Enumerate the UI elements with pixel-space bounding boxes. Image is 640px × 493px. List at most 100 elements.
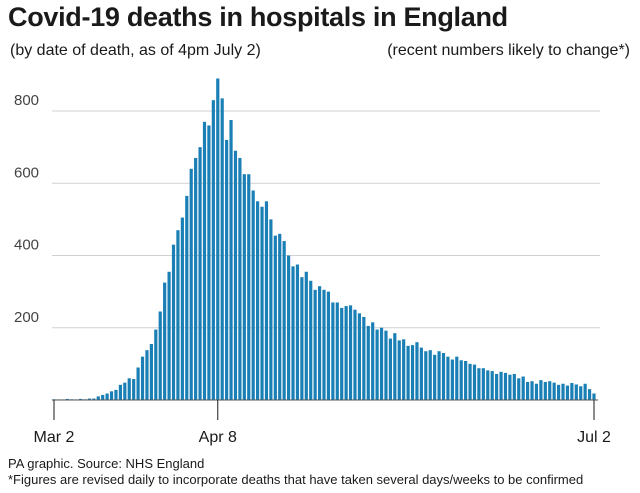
revision-note: (recent numbers likely to change*) [387, 42, 630, 59]
bar [313, 289, 317, 400]
y-tick-label: 400 [14, 237, 39, 254]
bar [304, 271, 308, 400]
bar [424, 351, 428, 400]
bar [287, 255, 291, 400]
bar [78, 398, 83, 400]
bar [167, 271, 171, 400]
bar [388, 338, 392, 400]
bar [437, 351, 441, 400]
bar [207, 125, 211, 400]
bar [260, 206, 264, 400]
bar [503, 372, 508, 400]
bar [570, 383, 574, 400]
bar [251, 190, 255, 400]
bar [180, 217, 184, 400]
bar [242, 174, 246, 400]
bar [109, 391, 114, 400]
y-axis-ticks: 200 400 600 800 [14, 92, 39, 326]
bar [238, 157, 242, 400]
bar [92, 398, 96, 401]
bar [176, 230, 180, 400]
x-axis-ticks: Mar 2 Apr 8 Jul 2 [34, 400, 611, 446]
bar [101, 394, 105, 400]
bar [557, 384, 561, 400]
bar [220, 98, 224, 401]
bar [574, 384, 578, 400]
bar [282, 241, 286, 400]
bar [459, 360, 463, 400]
bar [362, 316, 366, 400]
bar [247, 174, 251, 400]
bar [441, 353, 446, 400]
bar [419, 347, 423, 400]
bar [583, 383, 587, 400]
bar [256, 201, 260, 400]
bar [472, 364, 477, 400]
bar [154, 329, 158, 400]
bar [202, 121, 207, 400]
bar [592, 393, 596, 400]
source-credit: PA graphic. Source: NHS England [8, 456, 205, 471]
bar [317, 286, 322, 400]
bar [565, 385, 570, 400]
bar [114, 389, 118, 400]
bar [548, 381, 552, 400]
bar [118, 384, 122, 400]
chart-subtitle: (by date of death, as of 4pm July 2) [10, 42, 261, 59]
bar [322, 289, 326, 400]
bar [539, 380, 543, 400]
y-tick-label: 200 [14, 309, 39, 326]
bar [278, 233, 282, 400]
bar [145, 350, 149, 400]
bar [295, 264, 300, 400]
bar [481, 368, 485, 400]
bar [534, 383, 539, 400]
bar [136, 367, 140, 400]
bar [163, 282, 167, 400]
bar [65, 398, 69, 400]
bar [495, 373, 499, 400]
bar [415, 342, 419, 400]
y-tick-label: 800 [14, 92, 39, 109]
bar [216, 78, 220, 401]
bar [402, 339, 406, 400]
bar [393, 333, 397, 400]
x-tick-label: Jul 2 [577, 429, 611, 446]
chart-title: Covid-19 deaths in hospitals in England [8, 2, 508, 32]
bars [52, 78, 596, 401]
bar [300, 277, 304, 401]
bar [446, 356, 450, 400]
bar [517, 378, 521, 400]
bar [579, 386, 583, 400]
bar [194, 157, 198, 400]
bar [87, 398, 92, 401]
bar [464, 360, 468, 401]
bar [526, 381, 530, 400]
bar [477, 368, 481, 400]
bar-chart: 200 400 600 800 Mar 2 Apr 8 Jul 2 [14, 78, 611, 446]
bar [211, 100, 215, 400]
bar [348, 305, 353, 400]
bar [233, 150, 238, 400]
bar [366, 325, 370, 400]
bar [149, 344, 153, 400]
bar [490, 371, 494, 400]
bar [291, 266, 295, 400]
bar [561, 383, 565, 400]
bar [428, 350, 432, 400]
bar [132, 379, 136, 400]
bar [397, 340, 401, 400]
bar [105, 393, 109, 400]
x-tick-label: Apr 8 [199, 429, 237, 446]
gridlines [52, 110, 600, 329]
y-tick-label: 600 [14, 164, 39, 181]
bar [123, 382, 127, 400]
bar [353, 309, 357, 400]
bar [468, 363, 472, 401]
bar [512, 373, 516, 400]
bar [171, 244, 176, 400]
bar [158, 311, 162, 400]
bar [331, 302, 335, 400]
bar [269, 219, 273, 401]
bar [264, 201, 269, 400]
